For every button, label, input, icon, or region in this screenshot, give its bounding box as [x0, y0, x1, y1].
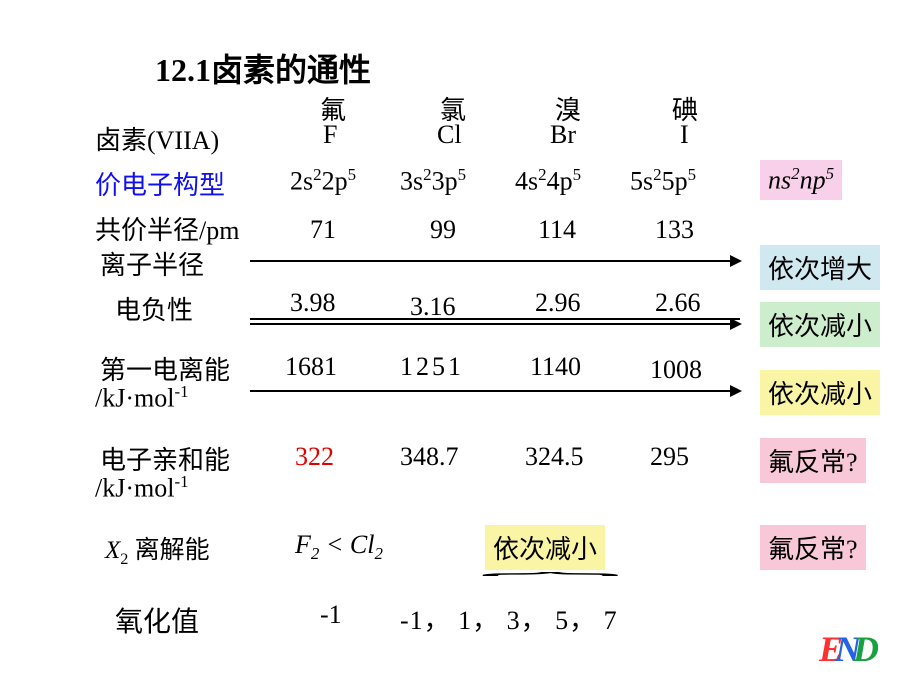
econfig-br: 4s24p5	[515, 165, 581, 197]
econfig-cl: 3s23p5	[400, 165, 466, 197]
affinity-br: 324.5	[525, 442, 584, 472]
dissoc-compare: F2 < Cl2	[295, 530, 383, 564]
econfig-f: 2s22p5	[290, 165, 356, 197]
element-symbol-f: F	[323, 120, 337, 150]
ionic-radius-trend-badge: 依次增大	[760, 245, 880, 290]
covalent-radius-br: 114	[538, 215, 576, 245]
covalent-radius-label: 共价半径/pm	[95, 210, 239, 247]
ionic-radius-label: 离子半径	[100, 245, 204, 282]
affinity-unit: /kJ·mol-1	[95, 472, 189, 504]
first-ion-arrow	[250, 390, 740, 392]
element-symbol-i: I	[680, 120, 689, 150]
dissoc-label: X2 离解能	[105, 530, 210, 569]
electroneg-br: 2.96	[535, 288, 581, 318]
econfig-label: 价电子构型	[95, 165, 225, 202]
group-label: 卤素(VIIA)	[95, 120, 219, 157]
covalent-radius-i: 133	[655, 215, 694, 245]
first-ion-trend-badge: 依次减小	[760, 370, 880, 415]
first-ion-i: 1008	[650, 355, 702, 385]
electroneg-i: 2.66	[655, 288, 701, 318]
element-symbol-br: Br	[550, 120, 576, 150]
electroneg-f: 3.98	[290, 288, 336, 318]
electroneg-trend-badge: 依次减小	[760, 302, 880, 347]
oxidation-brace: ⏞	[480, 572, 621, 593]
ionic-radius-arrow	[250, 260, 740, 262]
section-title: 12.1卤素的通性	[155, 45, 371, 91]
covalent-radius-f: 71	[310, 215, 336, 245]
first-ion-unit: /kJ·mol-1	[95, 382, 189, 414]
electroneg-label: 电负性	[115, 290, 193, 327]
first-ion-f: 1681	[285, 352, 337, 382]
dissoc-note-badge: 氟反常?	[760, 525, 866, 570]
electroneg-arrow	[250, 323, 740, 325]
affinity-i: 295	[650, 442, 689, 472]
first-ion-cl: 1251	[400, 352, 464, 382]
electroneg-underline	[250, 318, 740, 320]
econfig-i: 5s25p5	[630, 165, 696, 197]
affinity-note-badge: 氟反常?	[760, 438, 866, 483]
element-symbol-cl: Cl	[437, 120, 462, 150]
affinity-cl: 348.7	[400, 442, 459, 472]
affinity-f: 322	[295, 442, 334, 472]
econfig-general-badge: ns2np5	[760, 160, 842, 200]
oxidation-f: -1	[320, 600, 342, 630]
oxidation-others: -1， 1， 3， 5， 7	[400, 600, 618, 637]
covalent-radius-cl: 99	[430, 215, 456, 245]
oxidation-label: 氧化值	[115, 600, 199, 640]
dissoc-trend-badge: 依次减小	[485, 525, 605, 570]
first-ion-br: 1140	[530, 352, 581, 382]
end-logo: END	[819, 628, 895, 670]
